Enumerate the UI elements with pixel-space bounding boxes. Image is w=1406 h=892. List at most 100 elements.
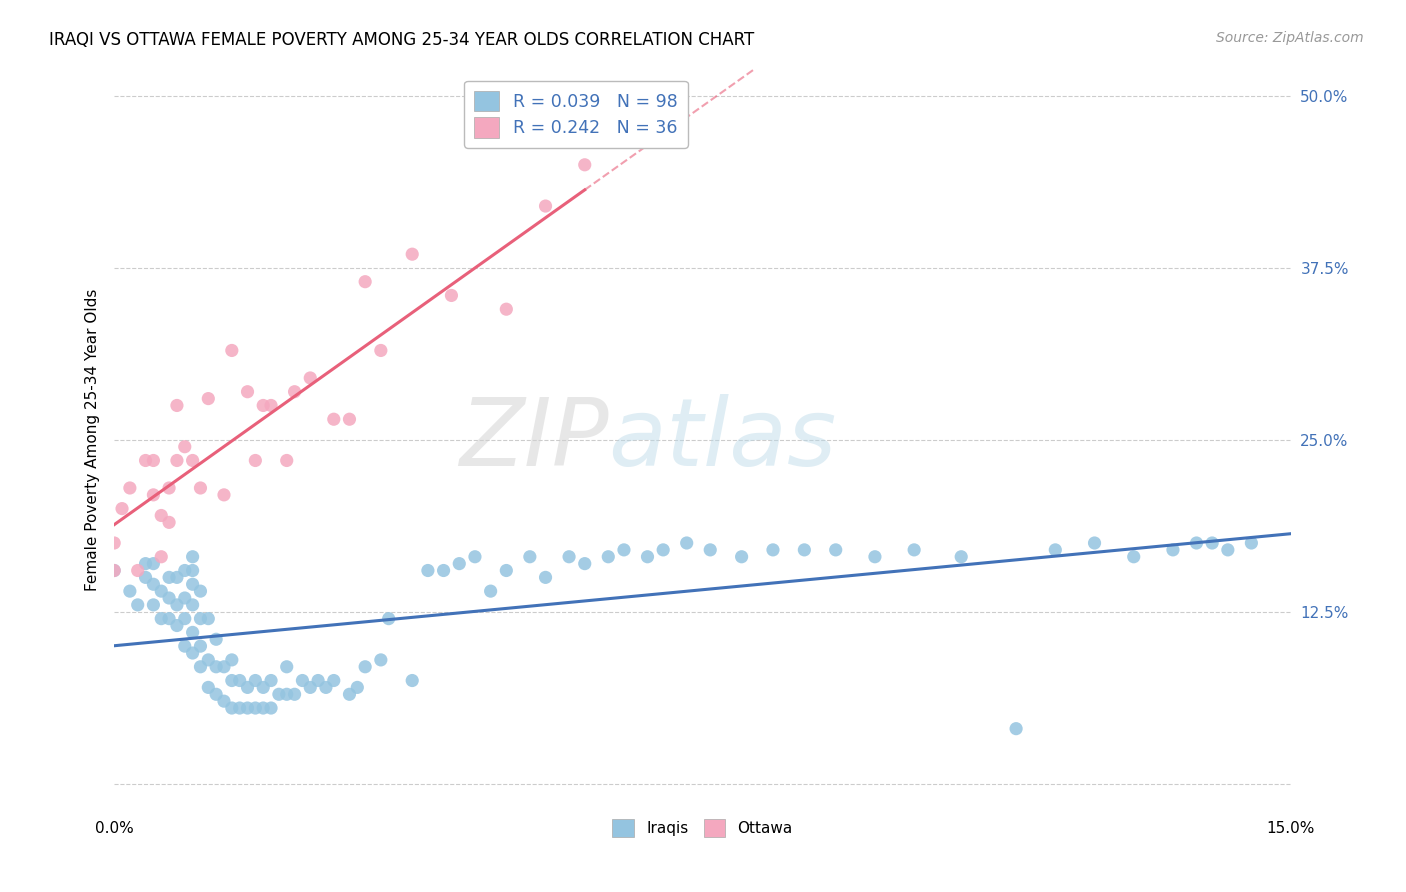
- Text: atlas: atlas: [609, 394, 837, 485]
- Point: [181, 577, 204, 591]
- Point: [598, 549, 620, 564]
- Point: [284, 384, 307, 399]
- Point: [118, 584, 141, 599]
- Point: [1161, 542, 1184, 557]
- Point: [432, 564, 454, 578]
- Point: [197, 392, 219, 406]
- Point: [1240, 536, 1263, 550]
- Point: [142, 453, 165, 467]
- Point: [166, 570, 188, 584]
- Point: [252, 701, 274, 715]
- Point: [166, 618, 188, 632]
- Point: [166, 453, 188, 467]
- Point: [276, 660, 298, 674]
- Point: [166, 399, 188, 413]
- Point: [652, 542, 675, 557]
- Point: [260, 399, 283, 413]
- Point: [401, 673, 423, 688]
- Point: [519, 549, 541, 564]
- Point: [863, 549, 886, 564]
- Point: [276, 687, 298, 701]
- Point: [157, 516, 180, 530]
- Point: [157, 481, 180, 495]
- Point: [166, 598, 188, 612]
- Point: [181, 646, 204, 660]
- Point: [793, 542, 815, 557]
- Point: [534, 570, 557, 584]
- Point: [142, 488, 165, 502]
- Point: [730, 549, 752, 564]
- Point: [236, 681, 259, 695]
- Point: [157, 591, 180, 605]
- Point: [267, 687, 290, 701]
- Point: [205, 660, 228, 674]
- Point: [190, 639, 212, 653]
- Point: [1045, 542, 1067, 557]
- Point: [574, 158, 596, 172]
- Point: [1083, 536, 1105, 550]
- Point: [637, 549, 659, 564]
- Point: [127, 598, 149, 612]
- Point: [1201, 536, 1223, 550]
- Point: [197, 653, 219, 667]
- Point: [173, 591, 195, 605]
- Point: [824, 542, 846, 557]
- Point: [346, 681, 368, 695]
- Point: [205, 687, 228, 701]
- Point: [252, 399, 274, 413]
- Point: [245, 701, 267, 715]
- Point: [950, 549, 973, 564]
- Point: [190, 612, 212, 626]
- Point: [260, 701, 283, 715]
- Y-axis label: Female Poverty Among 25-34 Year Olds: Female Poverty Among 25-34 Year Olds: [86, 289, 100, 591]
- Point: [449, 557, 471, 571]
- Point: [135, 453, 157, 467]
- Point: [574, 557, 596, 571]
- Point: [464, 549, 486, 564]
- Point: [181, 625, 204, 640]
- Point: [276, 453, 298, 467]
- Point: [181, 598, 204, 612]
- Point: [228, 673, 250, 688]
- Point: [228, 701, 250, 715]
- Point: [495, 564, 517, 578]
- Point: [190, 481, 212, 495]
- Point: [197, 681, 219, 695]
- Point: [103, 564, 125, 578]
- Point: [173, 440, 195, 454]
- Point: [377, 612, 399, 626]
- Text: IRAQI VS OTTAWA FEMALE POVERTY AMONG 25-34 YEAR OLDS CORRELATION CHART: IRAQI VS OTTAWA FEMALE POVERTY AMONG 25-…: [49, 31, 755, 49]
- Legend: Iraqis, Ottawa: Iraqis, Ottawa: [605, 812, 800, 845]
- Text: Source: ZipAtlas.com: Source: ZipAtlas.com: [1216, 31, 1364, 45]
- Point: [197, 612, 219, 626]
- Point: [212, 694, 235, 708]
- Point: [903, 542, 925, 557]
- Point: [103, 536, 125, 550]
- Point: [135, 570, 157, 584]
- Point: [675, 536, 697, 550]
- Point: [150, 584, 173, 599]
- Point: [190, 660, 212, 674]
- Point: [142, 598, 165, 612]
- Point: [135, 557, 157, 571]
- Point: [157, 612, 180, 626]
- Point: [142, 577, 165, 591]
- Point: [181, 549, 204, 564]
- Point: [699, 542, 721, 557]
- Point: [221, 653, 243, 667]
- Point: [1185, 536, 1208, 550]
- Point: [479, 584, 502, 599]
- Point: [157, 570, 180, 584]
- Point: [190, 584, 212, 599]
- Point: [252, 681, 274, 695]
- Point: [150, 549, 173, 564]
- Point: [181, 453, 204, 467]
- Point: [181, 564, 204, 578]
- Point: [1005, 722, 1028, 736]
- Point: [150, 612, 173, 626]
- Point: [118, 481, 141, 495]
- Point: [354, 660, 377, 674]
- Point: [495, 302, 517, 317]
- Point: [284, 687, 307, 701]
- Point: [236, 384, 259, 399]
